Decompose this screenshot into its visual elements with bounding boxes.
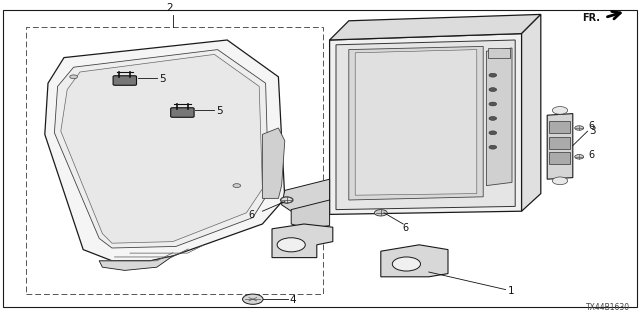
Circle shape [277,238,305,252]
Polygon shape [486,48,512,186]
Polygon shape [45,40,285,261]
Polygon shape [262,128,285,198]
Text: 5: 5 [216,106,223,116]
Circle shape [489,131,497,135]
Polygon shape [272,224,333,258]
Circle shape [280,197,293,203]
Circle shape [233,184,241,188]
Circle shape [552,107,568,114]
Polygon shape [330,14,541,40]
Polygon shape [547,114,573,179]
Text: 5: 5 [159,74,165,84]
Circle shape [281,197,292,203]
Text: 6: 6 [402,223,408,233]
Circle shape [575,126,584,130]
Text: TX44B1630: TX44B1630 [586,303,630,312]
Bar [488,48,510,58]
FancyBboxPatch shape [113,76,136,85]
Circle shape [70,75,77,79]
Text: 1: 1 [508,286,514,296]
Polygon shape [54,50,269,248]
Bar [549,137,570,149]
Polygon shape [282,179,330,211]
Text: 6: 6 [248,210,255,220]
Polygon shape [61,54,262,243]
Circle shape [489,73,497,77]
Polygon shape [99,256,173,270]
Circle shape [374,210,387,216]
Polygon shape [381,245,448,277]
Polygon shape [291,200,330,229]
Text: 6: 6 [589,121,595,132]
Polygon shape [522,14,541,211]
Text: 2: 2 [166,4,173,13]
Circle shape [552,177,568,185]
Polygon shape [349,46,483,200]
Circle shape [243,294,263,304]
Bar [26,27,323,294]
Bar [549,152,570,164]
Polygon shape [330,34,522,214]
Text: 6: 6 [589,150,595,160]
Text: 4: 4 [290,295,296,306]
Circle shape [489,116,497,120]
Circle shape [575,155,584,159]
Text: 3: 3 [589,125,595,136]
Circle shape [489,102,497,106]
Bar [549,121,570,133]
Circle shape [489,88,497,92]
Polygon shape [336,40,515,210]
Polygon shape [355,50,477,195]
Circle shape [489,145,497,149]
Text: FR.: FR. [582,13,600,23]
Circle shape [392,257,420,271]
FancyBboxPatch shape [171,108,194,117]
